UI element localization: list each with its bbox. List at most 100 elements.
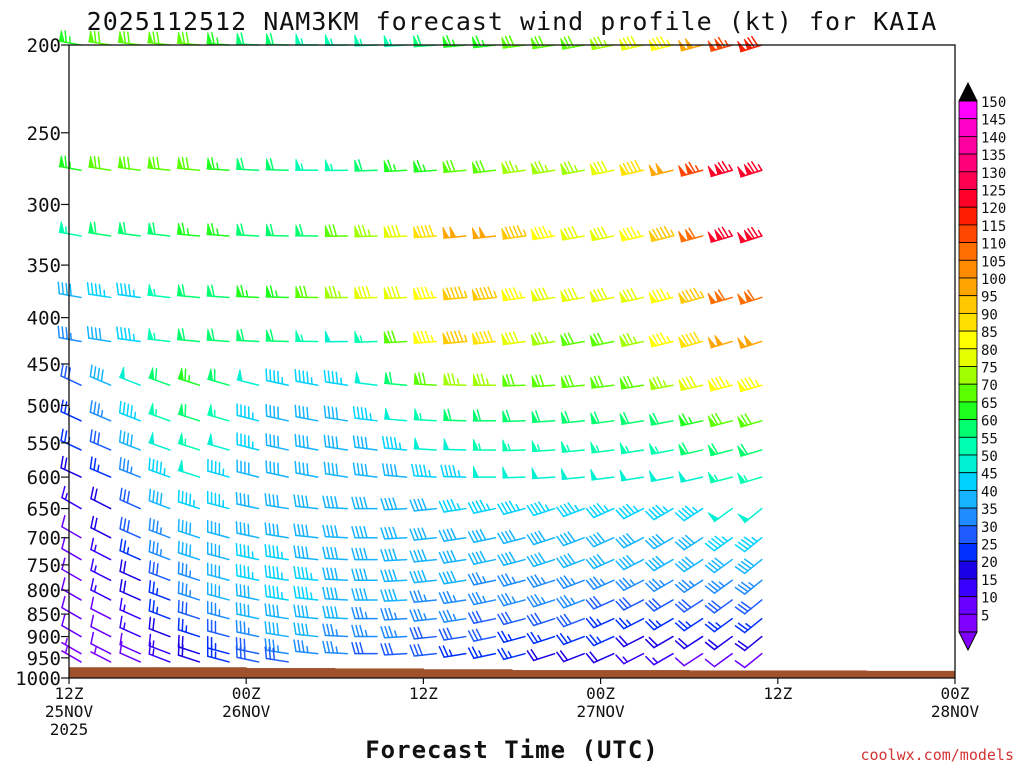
y-tick-label: 600 — [27, 467, 61, 489]
wind-barb — [206, 582, 230, 601]
wind-barb — [619, 288, 645, 304]
wind-barb — [619, 412, 645, 426]
y-tick-label: 300 — [27, 194, 61, 216]
wind-barb — [645, 578, 674, 593]
colorbar-bin — [958, 295, 978, 314]
wind-barb — [556, 613, 585, 628]
wind-barb — [648, 470, 674, 483]
wind-barb — [206, 562, 230, 582]
wind-barb — [648, 332, 674, 348]
wind-barb — [295, 224, 319, 237]
wind-barb — [737, 289, 763, 305]
wind-barb — [90, 486, 112, 510]
wind-barb — [177, 489, 201, 510]
wind-barb — [526, 552, 556, 568]
wind-barb — [707, 160, 733, 178]
ground-segment — [600, 670, 690, 678]
wind-barb — [207, 404, 230, 422]
wind-barb — [119, 632, 141, 655]
wind-barb — [409, 643, 437, 657]
wind-barb — [585, 503, 615, 519]
wind-barb — [467, 572, 497, 586]
x-tick-label: 2025 — [50, 720, 89, 739]
wind-barb — [380, 548, 408, 562]
wind-barb — [148, 457, 171, 478]
colorbar-bin — [958, 436, 978, 456]
wind-barb — [354, 224, 378, 238]
wind-barb — [90, 537, 112, 561]
x-tick-label: 00Z — [941, 684, 970, 703]
wind-barb — [707, 507, 733, 523]
wind-barb — [704, 579, 733, 594]
wind-barb — [707, 376, 733, 392]
wind-barb — [560, 35, 585, 50]
wind-barb — [409, 569, 437, 584]
wind-barb — [177, 367, 201, 386]
wind-barb — [264, 621, 289, 638]
wind-barb — [443, 408, 467, 422]
wind-barb — [648, 162, 674, 177]
wind-barb — [442, 286, 468, 301]
wind-barb — [526, 612, 556, 627]
wind-barb — [645, 652, 674, 666]
wind-barb — [88, 155, 112, 171]
wind-barb — [560, 468, 585, 480]
wind-barb — [707, 334, 733, 349]
wind-barb — [60, 455, 82, 478]
wind-barb — [148, 517, 171, 539]
wind-barb — [265, 368, 289, 386]
wind-barb — [119, 578, 141, 601]
wind-barb — [585, 616, 615, 629]
wind-barb — [90, 596, 112, 620]
wind-barb — [351, 641, 378, 655]
wind-barb — [737, 226, 763, 244]
credit-text[interactable]: coolwx.com/models — [860, 746, 1014, 764]
wind-barb — [235, 583, 260, 601]
wind-barb — [472, 438, 497, 451]
wind-barb — [704, 635, 733, 651]
wind-barb — [324, 330, 349, 343]
colorbar-label: 5 — [981, 608, 989, 624]
wind-barb — [148, 488, 171, 510]
wind-barb — [615, 597, 645, 611]
wind-barb — [119, 516, 141, 539]
wind-barb — [737, 507, 763, 524]
x-tick-label: 27NOV — [577, 702, 626, 721]
wind-barb — [351, 624, 378, 638]
colorbar-bin — [958, 596, 978, 615]
wind-barb — [354, 371, 378, 386]
wind-barb — [352, 406, 378, 422]
y-axis: 200 250 300 350 400 450 500 550 600 650 700 750 8008… — [15, 35, 69, 690]
wind-barb — [531, 440, 556, 453]
wind-barb — [467, 628, 497, 642]
wind-barb — [737, 335, 763, 349]
wind-barb — [294, 433, 319, 451]
wind-barb — [206, 284, 230, 299]
wind-barb — [60, 428, 82, 451]
wind-barb — [293, 639, 319, 655]
colorbar-label: 25 — [981, 538, 998, 554]
wind-barb — [704, 652, 733, 668]
wind-barb — [704, 599, 733, 614]
ground-segment — [246, 668, 336, 678]
wind-barb — [177, 599, 201, 620]
y-tick-label: 350 — [27, 255, 61, 277]
wind-barb — [380, 497, 408, 511]
colorbar-bin — [958, 383, 978, 403]
wind-barb — [322, 586, 349, 601]
wind-barb — [177, 459, 201, 478]
wind-barb — [264, 564, 289, 582]
ground-segment — [157, 667, 247, 678]
wind-barb — [264, 646, 289, 663]
x-tick-label: 25NOV — [45, 702, 94, 721]
colorbar: 1501451401351301251201151101051009590858… — [958, 81, 1006, 652]
wind-barb — [177, 540, 201, 561]
wind-barb — [497, 500, 526, 516]
wind-barb — [177, 643, 201, 663]
wind-barb — [467, 499, 497, 514]
wind-barb — [117, 156, 141, 171]
wind-barb — [351, 547, 378, 561]
wind-barb — [148, 402, 171, 422]
wind-barb — [235, 328, 260, 343]
ground-segment — [777, 670, 867, 678]
